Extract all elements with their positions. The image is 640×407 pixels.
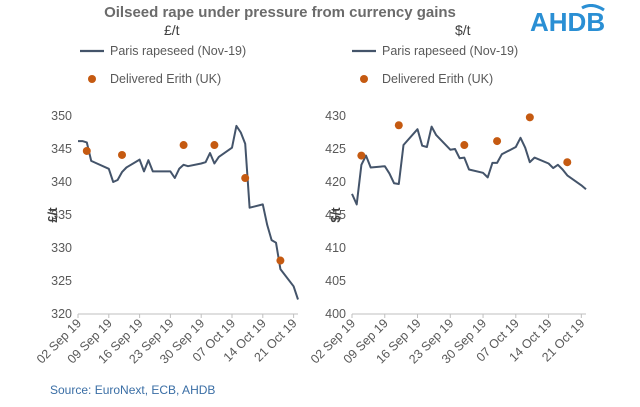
usd-delivered-erith-point <box>357 151 366 160</box>
usd-y-tick-label: 405 <box>325 274 346 288</box>
usd-delivered-erith-point <box>394 121 403 130</box>
left-unit-label: £/t <box>164 22 180 38</box>
usd-y-tick-label: 400 <box>325 307 346 321</box>
gbp-y-tick-label: 325 <box>51 274 72 288</box>
gbp-delivered-erith-point <box>118 150 126 159</box>
gbp-y-tick-label: 320 <box>51 307 72 321</box>
ahdb-logo: AHDB <box>530 4 605 37</box>
gbp-delivered-erith-point <box>179 141 188 150</box>
gbp-legend-dot-swatch <box>88 75 96 83</box>
usd-y-tick-label: 425 <box>325 142 346 156</box>
source-note: Source: EuroNext, ECB, AHDB <box>50 383 216 397</box>
usd-delivered-erith-point <box>525 113 534 122</box>
gbp-legend: Paris rapeseed (Nov-19) Delivered Erith (… <box>80 44 246 86</box>
usd-y-tick-label: 430 <box>325 109 346 123</box>
usd-legend-label: Delivered Erith (UK) <box>382 72 493 86</box>
gbp-y-tick-label: 345 <box>51 142 72 156</box>
gbp-delivered-erith-point <box>241 174 250 183</box>
usd-delivered-erith-point <box>493 137 502 146</box>
usd-delivered-erith-point <box>563 158 572 167</box>
gbp-y-tick-label: 335 <box>51 208 72 222</box>
usd-y-tick-label: 420 <box>325 175 346 189</box>
gbp-y-axis-label: £/t <box>45 207 60 223</box>
gbp-legend-label: Paris rapeseed (Nov-19) <box>110 44 246 58</box>
gbp-paris-rapeseed-line <box>78 124 299 300</box>
usd-y-tick-label: 410 <box>325 241 346 255</box>
gbp-y-tick-label: 350 <box>51 109 72 123</box>
gbp-y-tick-label: 330 <box>51 241 72 255</box>
usd-y-tick-label: 415 <box>325 208 346 222</box>
logo-text: AHDB <box>530 7 605 37</box>
gbp-delivered-erith-point <box>82 146 91 155</box>
gbp-delivered-erith-point <box>210 141 219 150</box>
chart-title: Oilseed rape under pressure from currenc… <box>104 4 456 21</box>
usd-y-axis-label: $/t <box>328 207 343 223</box>
usd-paris-rapeseed-line <box>351 125 587 206</box>
gbp-y-tick-label: 340 <box>51 175 72 189</box>
gbp-delivered-erith-point <box>276 256 285 265</box>
usd-legend-dot-swatch <box>360 75 368 83</box>
right-unit-label: $/t <box>455 22 471 38</box>
usd-legend: Paris rapeseed (Nov-19) Delivered Erith (… <box>352 44 518 86</box>
gbp-legend-label: Delivered Erith (UK) <box>110 72 221 86</box>
usd-delivered-erith-point <box>460 141 469 150</box>
usd-legend-label: Paris rapeseed (Nov-19) <box>382 44 518 58</box>
